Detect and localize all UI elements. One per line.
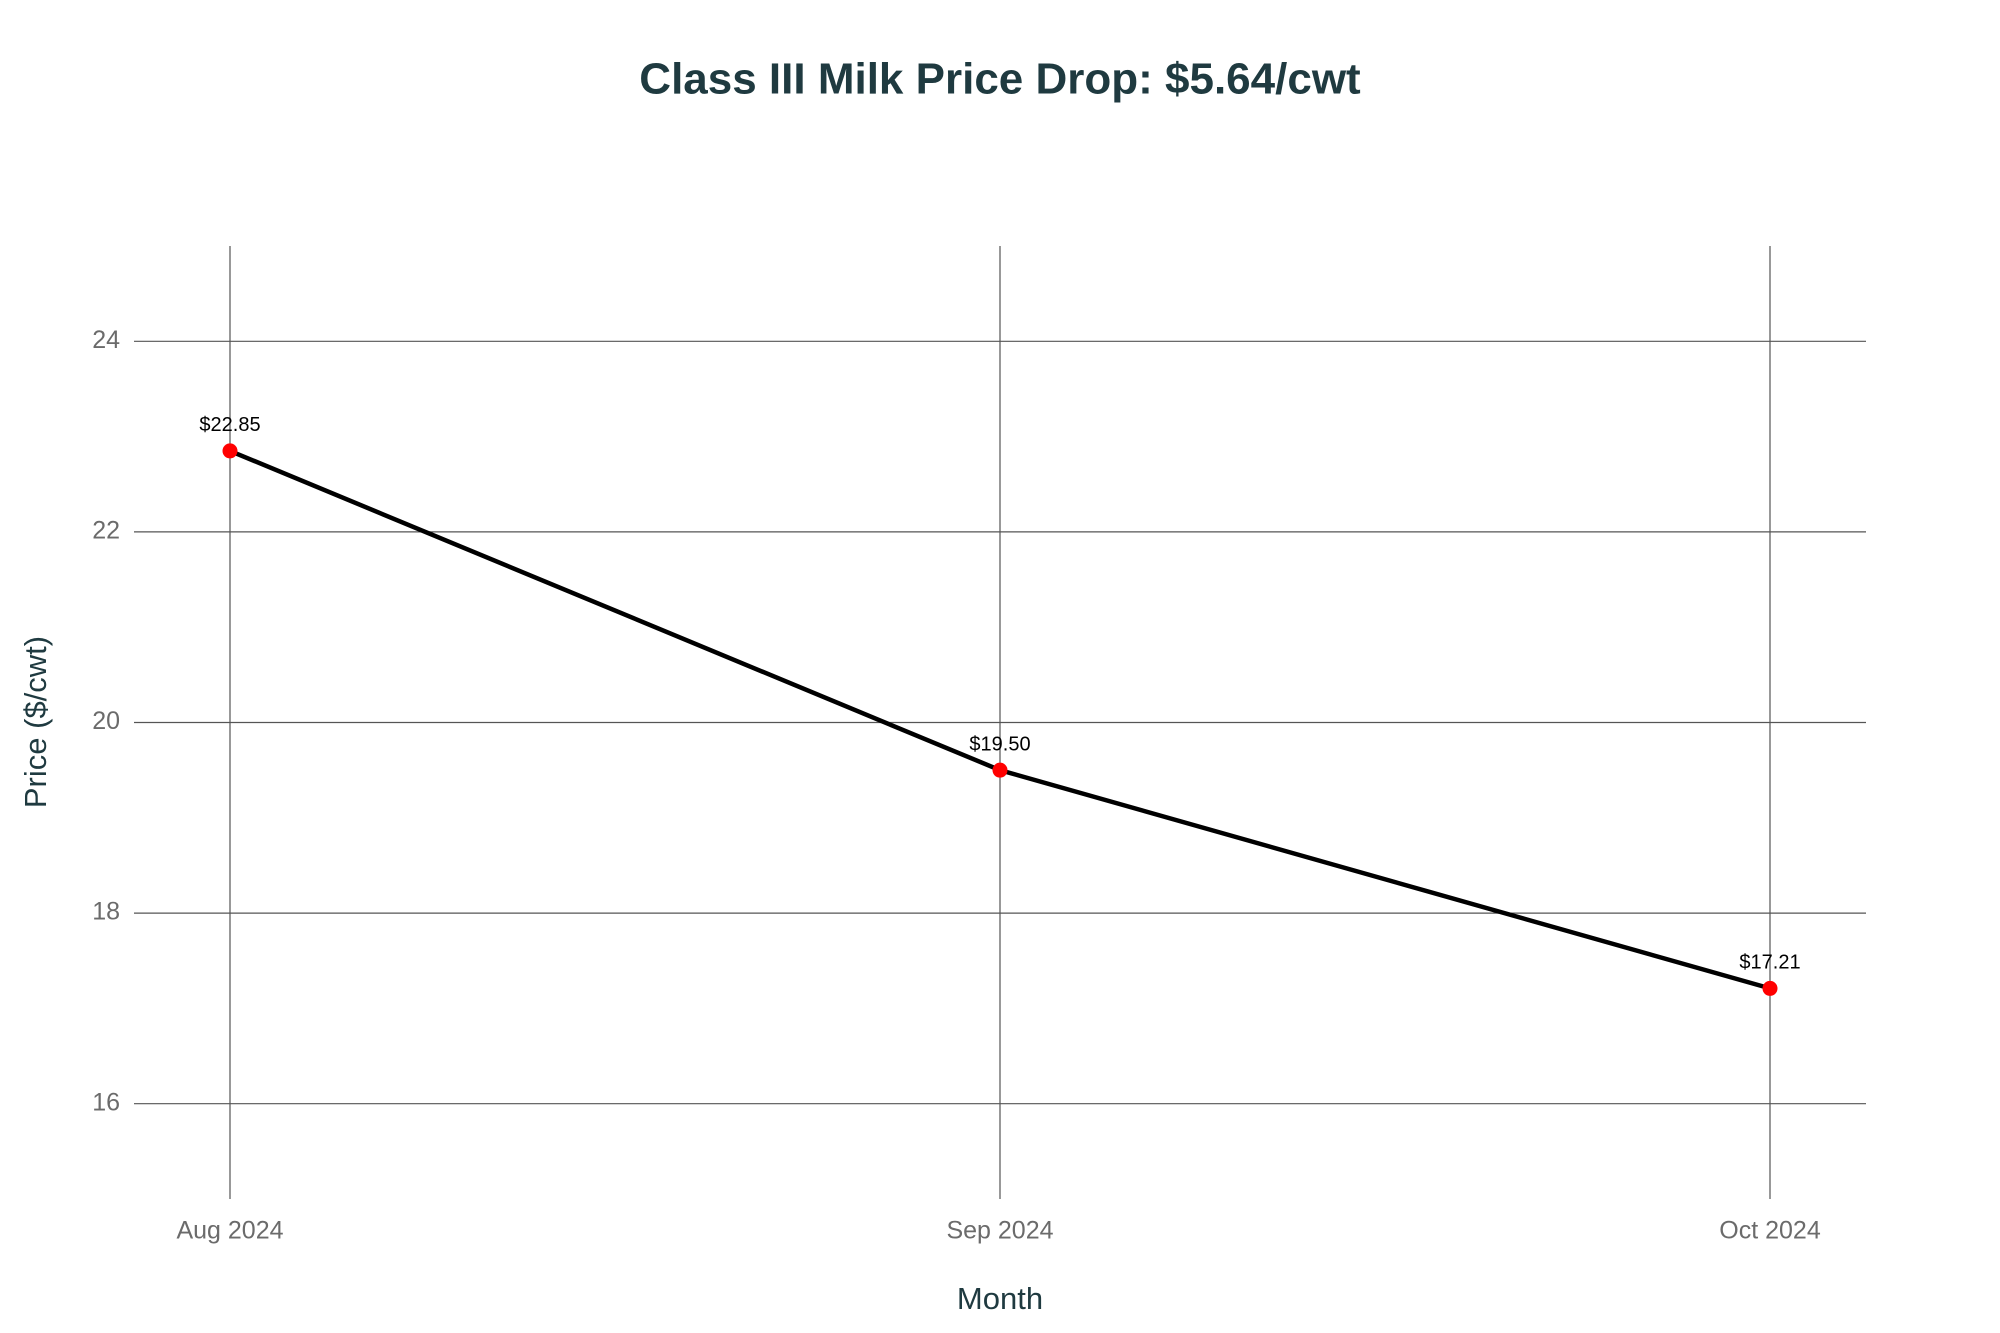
x-axis-title: Month	[957, 1281, 1043, 1316]
x-tick-label: Oct 2024	[1719, 1217, 1821, 1245]
y-tick-label: 16	[92, 1088, 120, 1116]
y-tick-label: 18	[92, 898, 120, 926]
y-tick-label: 20	[92, 707, 120, 735]
y-tick-label: 24	[92, 326, 120, 354]
point-marker	[1762, 980, 1778, 996]
data-label: $19.50	[969, 733, 1030, 755]
x-tick-label: Sep 2024	[946, 1217, 1053, 1245]
y-tick-label: 22	[92, 517, 120, 545]
data-label: $17.21	[1739, 952, 1800, 974]
y-axis-title: Price ($/cwt)	[18, 636, 53, 808]
data-label: $22.85	[199, 414, 260, 436]
chart-title: Class III Milk Price Drop: $5.64/cwt	[639, 55, 1361, 104]
x-tick-label: Aug 2024	[176, 1217, 283, 1245]
point-marker	[222, 443, 238, 459]
point-marker	[992, 762, 1008, 778]
